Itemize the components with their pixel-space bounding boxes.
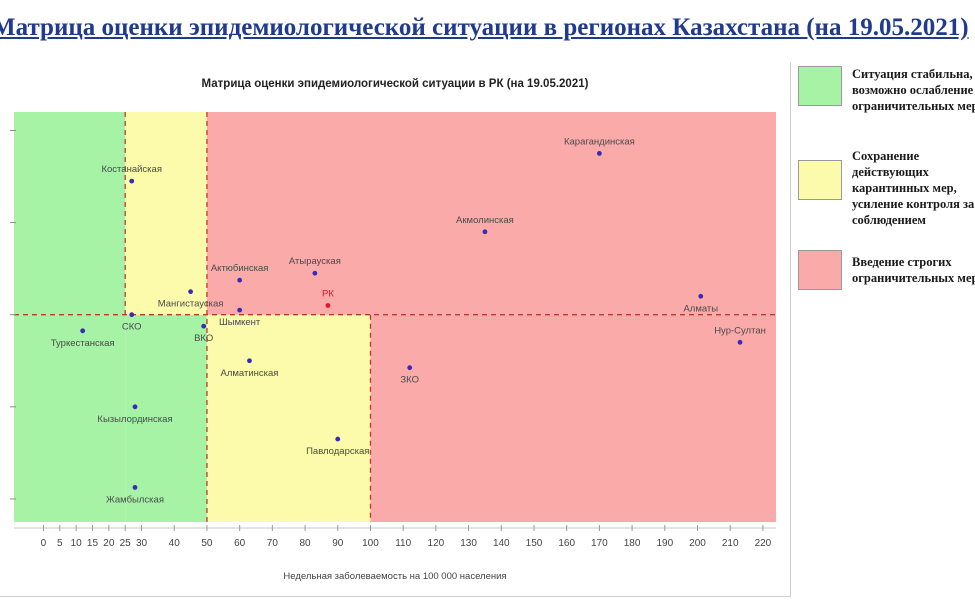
point-15 xyxy=(132,404,138,410)
zone-yellow-lower xyxy=(206,314,371,522)
legend-label-maintain: Сохранение действующих карантинных мер, … xyxy=(852,149,975,227)
point-label-13: Алматинская xyxy=(220,368,278,379)
point-label-10: ВКО xyxy=(194,333,213,344)
legend-item-strict: Введение строгих ограничительных мер xyxy=(798,250,975,294)
legend-item-maintain: Сохранение действующих карантинных мер, … xyxy=(798,148,975,240)
point-label-6: РК xyxy=(322,288,334,299)
x-tick-label-18: 150 xyxy=(526,538,543,549)
x-tick-label-9: 60 xyxy=(234,538,246,549)
point-4 xyxy=(237,277,243,283)
x-tick-label-0: 0 xyxy=(41,538,47,549)
x-tick-label-7: 40 xyxy=(169,538,181,549)
x-tick-label-5: 25 xyxy=(120,538,132,549)
x-tick-label-21: 180 xyxy=(624,538,641,549)
x-tick-label-23: 200 xyxy=(689,538,706,549)
point-16 xyxy=(335,436,341,442)
x-tick-label-11: 80 xyxy=(300,538,312,549)
point-label-7: Шымкент xyxy=(219,317,261,328)
point-label-15: Кызылординская xyxy=(97,414,172,425)
point-1 xyxy=(596,151,602,156)
point-3 xyxy=(312,270,318,276)
point-label-1: Карагандинская xyxy=(564,136,635,147)
x-tick-label-14: 110 xyxy=(395,538,411,549)
point-6 xyxy=(325,303,331,308)
point-9 xyxy=(129,312,135,318)
zone-green xyxy=(14,112,126,522)
point-5 xyxy=(188,289,194,295)
chart-title: Матрица оценки эпидемиологической ситуац… xyxy=(202,78,589,90)
legend-swatch-yellow xyxy=(798,160,842,200)
point-17 xyxy=(132,485,138,490)
x-tick-label-6: 30 xyxy=(136,538,148,549)
x-tick-label-8: 50 xyxy=(201,538,213,549)
point-13 xyxy=(247,358,252,364)
point-label-14: ЗКО xyxy=(400,375,419,386)
point-label-2: Акмолинская xyxy=(456,215,514,226)
point-label-5: Мангистауская xyxy=(158,299,224,310)
x-tick-label-2: 10 xyxy=(71,538,83,549)
chart-panel: 0 5 10 15 20 25 30 40 50 60 70 80 90 100 110 120 130 140 1… xyxy=(0,62,791,597)
x-tick-label-24: 210 xyxy=(722,538,739,549)
zone-green-lower xyxy=(125,314,207,522)
x-tick-label-15: 120 xyxy=(428,538,445,549)
point-label-17: Жамбылская xyxy=(106,494,164,505)
x-tick-label-13: 100 xyxy=(362,538,379,549)
x-tick-label-16: 130 xyxy=(460,538,477,549)
legend-item-stable: Ситуация стабильна, возможно ослабление … xyxy=(798,66,975,116)
point-label-4: Актюбинская xyxy=(211,263,269,274)
x-axis-label: Недельная заболеваемость на 100 000 насе… xyxy=(283,571,506,582)
point-2 xyxy=(482,229,488,235)
scatter-chart: 0 5 10 15 20 25 30 40 50 60 70 80 90 100 110 120 130 140 1… xyxy=(10,78,777,582)
legend-label-stable: Ситуация стабильна, возможно ослабление … xyxy=(852,67,975,113)
point-8 xyxy=(698,293,704,299)
x-tick-label-12: 90 xyxy=(332,538,344,549)
x-tick-label-4: 20 xyxy=(103,538,115,549)
point-label-3: Атырауская xyxy=(289,256,341,267)
x-tick-label-1: 5 xyxy=(57,538,63,549)
point-label-8: Алматы xyxy=(683,303,718,314)
point-7 xyxy=(237,307,243,313)
x-tick-label-20: 170 xyxy=(591,538,608,549)
x-tick-label-3: 15 xyxy=(87,538,99,549)
x-tick-label-10: 70 xyxy=(267,538,279,549)
point-label-12: Нур-Султан xyxy=(714,325,766,336)
legend-swatch-red xyxy=(798,250,842,290)
point-12 xyxy=(737,339,743,345)
zone-yellow-upper xyxy=(125,112,207,315)
zone-red-lower xyxy=(370,314,776,522)
page-title: Матрица оценки эпидемиологической ситуац… xyxy=(0,14,969,41)
point-label-0: Костанайская xyxy=(101,164,161,175)
legend-label-strict: Введение строгих ограничительных мер xyxy=(852,255,975,285)
x-tick-label-25: 220 xyxy=(755,538,772,549)
point-label-9: СКО xyxy=(122,322,142,333)
legend-swatch-green xyxy=(798,66,842,106)
point-10 xyxy=(201,323,207,329)
point-11 xyxy=(80,328,86,334)
point-0 xyxy=(129,178,135,184)
point-label-11: Туркестанская xyxy=(51,338,115,349)
x-tick-label-17: 140 xyxy=(493,538,510,549)
point-14 xyxy=(407,365,413,371)
x-tick-label-19: 160 xyxy=(558,538,575,549)
zone-red-upper xyxy=(206,112,777,315)
x-tick-label-22: 190 xyxy=(656,538,673,549)
point-label-16: Павлодарская xyxy=(306,446,369,457)
